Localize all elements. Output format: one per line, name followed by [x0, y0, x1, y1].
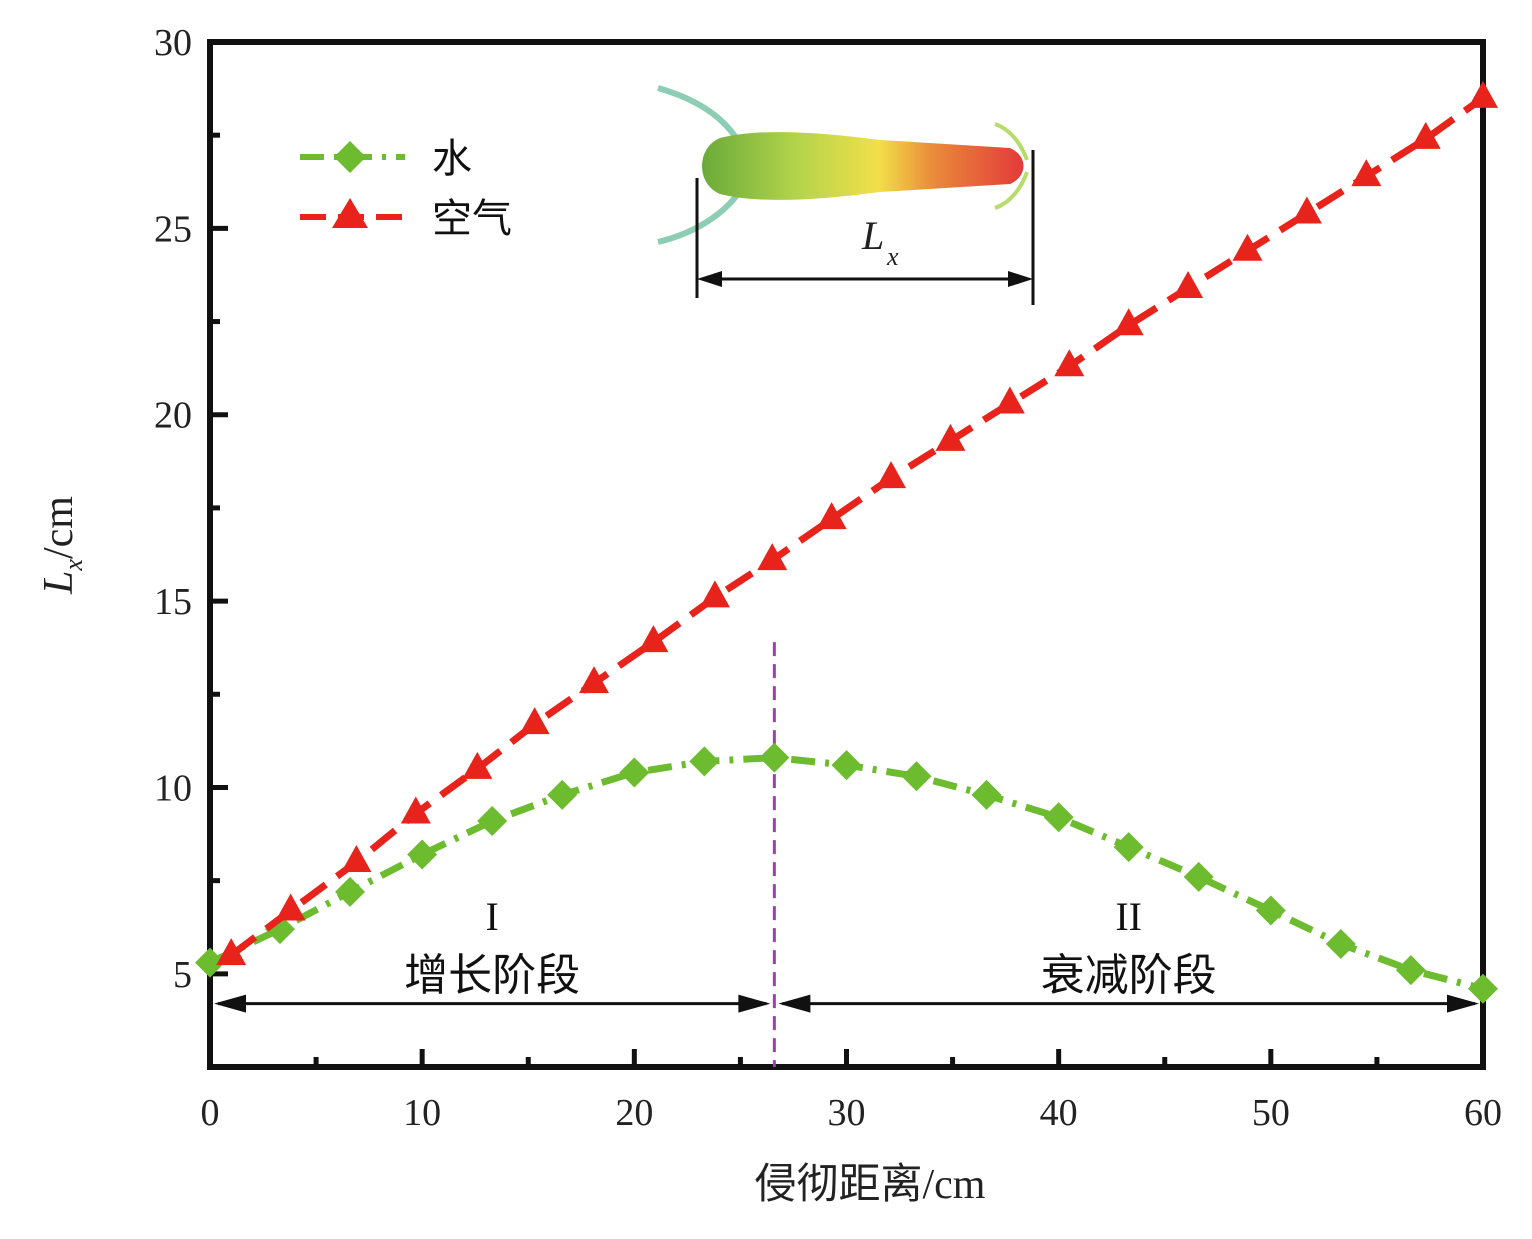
y-tick-label: 30: [154, 22, 192, 64]
x-tick-label: 60: [1464, 1092, 1502, 1134]
series-0-point-16: [1325, 929, 1356, 959]
series-0-point-12: [1043, 802, 1074, 833]
series-1-point-5: [519, 707, 550, 735]
series-1-point-9: [757, 543, 788, 571]
x-tick-label: 0: [201, 1092, 220, 1134]
series-0-point-14: [1183, 861, 1214, 892]
series-1-point-16: [1173, 271, 1204, 298]
x-tick-label: 10: [403, 1092, 441, 1134]
x-tick-label: 40: [1040, 1092, 1078, 1134]
series-0-point-0: [195, 947, 225, 978]
y-axis-label-sub: x: [59, 559, 88, 572]
series-1-point-21: [1468, 80, 1498, 108]
series-0-point-9: [831, 750, 862, 781]
axis-ticks: 0 10 20 30 40 50 60 5 10 15 20 25 30: [154, 22, 1502, 1134]
series-0-point-11: [971, 779, 1002, 810]
series-0-point-8: [759, 742, 790, 773]
series-1-point-2: [341, 845, 372, 872]
series-1-point-13: [994, 386, 1025, 414]
series-1-point-6: [579, 666, 610, 694]
x-axis-label: 侵彻距离/cm: [755, 1161, 986, 1208]
series-0-point-5: [547, 779, 578, 810]
y-tick-label: 20: [154, 395, 192, 437]
phase-2-arrow-left: [778, 994, 811, 1013]
svg-text:Lx/cm: Lx/cm: [36, 496, 88, 595]
inset-dim-arrow-right: [1008, 271, 1033, 287]
series-1-point-14: [1054, 349, 1085, 377]
series-0-point-15: [1255, 895, 1286, 926]
y-tick-label: 5: [173, 954, 192, 996]
series-1-point-10: [816, 502, 847, 530]
series-0-point-2: [335, 876, 366, 907]
legend-water-marker: [334, 141, 366, 173]
series-0-point-10: [901, 761, 932, 792]
y-tick-label: 10: [154, 767, 192, 809]
series-0-point-4: [477, 806, 508, 836]
inset-length-label: L: [861, 213, 884, 258]
legend: 水 空气: [300, 136, 512, 242]
series-0-point-17: [1395, 955, 1426, 986]
series-1-point-15: [1113, 308, 1144, 336]
legend-water-label: 水: [432, 136, 472, 182]
series-1-point-7: [638, 625, 669, 653]
x-tick-label: 50: [1252, 1092, 1290, 1134]
phase-1-arrow-left: [214, 994, 246, 1013]
series-1-point-17: [1232, 233, 1263, 261]
y-tick-label: 15: [154, 581, 192, 623]
phase-1-label: 增长阶段: [404, 950, 580, 1001]
series-0-point-7: [689, 746, 720, 777]
series-1-point-12: [935, 423, 966, 451]
inset-plume-diagram: L x: [657, 85, 1035, 305]
inset-length-sub: x: [886, 242, 899, 271]
phase-2-label: 衰减阶段: [1041, 950, 1217, 1001]
y-axis-label: Lx/cm: [36, 496, 88, 595]
y-axis-label-unit: /cm: [36, 496, 82, 559]
series-1-point-20: [1410, 121, 1441, 149]
series-layer: [195, 80, 1498, 1004]
x-tick-label: 20: [615, 1092, 653, 1134]
y-tick-label: 25: [154, 208, 192, 250]
series-1-point-4: [462, 751, 493, 779]
phase-annotations: I 增长阶段 II 衰减阶段: [214, 642, 1479, 1067]
inset-plume-lower-fin: [657, 186, 745, 245]
x-tick-label: 30: [828, 1092, 866, 1134]
series-0-point-6: [619, 757, 650, 788]
phase-1-arrow-right: [738, 994, 771, 1013]
series-1-point-8: [699, 580, 730, 608]
phase-2-arrow-right: [1447, 994, 1479, 1013]
legend-air-marker: [332, 198, 368, 228]
series-line-0: [208, 754, 1484, 993]
series-1-point-18: [1291, 196, 1322, 224]
series-1-point-19: [1351, 159, 1382, 187]
series-1-point-0: [216, 938, 247, 966]
series-1-point-3: [400, 796, 431, 824]
inset-plume-tail-fin-top: [994, 122, 1029, 161]
inset-dim-arrow-left: [697, 271, 722, 287]
legend-air-label: 空气: [432, 196, 512, 242]
series-line-1: [229, 95, 1486, 958]
series-0-point-13: [1113, 832, 1144, 863]
inset-plume-body: [702, 132, 1024, 200]
series-1-point-1: [275, 893, 306, 921]
inset-plume-tail-fin-bottom: [994, 171, 1029, 210]
series-0-point-3: [407, 839, 438, 870]
phase-1-numeral: I: [486, 894, 499, 939]
phase-2-numeral: II: [1115, 894, 1142, 939]
series-0-point-18: [1468, 973, 1498, 1004]
y-axis-label-main: L: [36, 571, 82, 595]
series-1-point-11: [876, 461, 907, 489]
